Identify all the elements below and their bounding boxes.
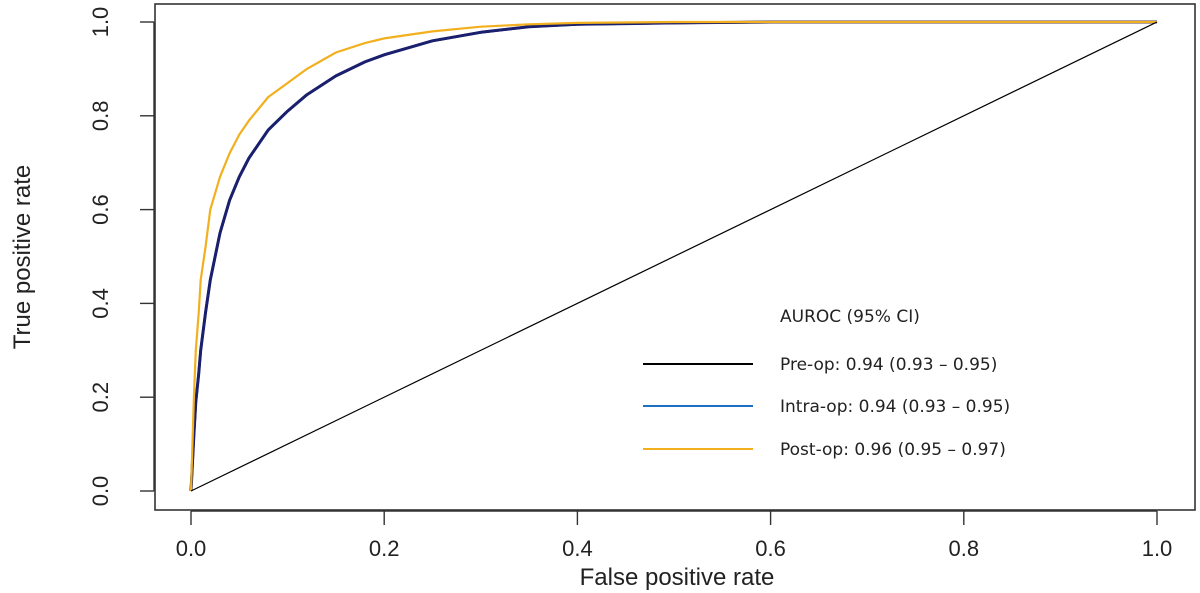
x-tick-label: 1.0	[1142, 536, 1173, 561]
y-tick-label: 0.4	[88, 288, 113, 319]
y-axis-title: True positive rate	[9, 165, 36, 350]
y-axis: 0.0 0.2 0.4 0.6 0.8 1.0	[88, 7, 155, 507]
legend-label-intra-op: Intra-op: 0.94 (0.93 – 0.95)	[780, 397, 1010, 417]
x-tick-label: 0.2	[369, 536, 400, 561]
x-tick-label: 0.0	[176, 536, 207, 561]
y-tick-label: 0.8	[88, 101, 113, 132]
plot-frame	[154, 3, 1196, 511]
legend-title: AUROC (95% CI)	[780, 307, 920, 327]
chance-diagonal-line	[190, 21, 1158, 492]
x-tick-label: 0.8	[949, 536, 980, 561]
legend-label-pre-op: Pre-op: 0.94 (0.93 – 0.95)	[780, 355, 997, 375]
x-tick-label: 0.4	[562, 536, 593, 561]
y-tick-label: 0.6	[88, 194, 113, 225]
x-tick-label: 0.6	[755, 536, 786, 561]
y-tick-label: 0.2	[88, 382, 113, 413]
y-tick-label: 1.0	[88, 7, 113, 38]
legend-label-post-op: Post-op: 0.96 (0.95 – 0.97)	[780, 440, 1006, 460]
series-layer	[189, 20, 1158, 492]
legend: AUROC (95% CI) Pre-op: 0.94 (0.93 – 0.95…	[643, 307, 1010, 460]
roc-curve-post-op	[189, 20, 1157, 492]
x-axis: 0.0 0.2 0.4 0.6 0.8 1.0	[176, 510, 1173, 561]
y-tick-label: 0.0	[88, 476, 113, 507]
roc-curve-intra-op	[189, 20, 1157, 492]
x-axis-title: False positive rate	[580, 564, 775, 591]
